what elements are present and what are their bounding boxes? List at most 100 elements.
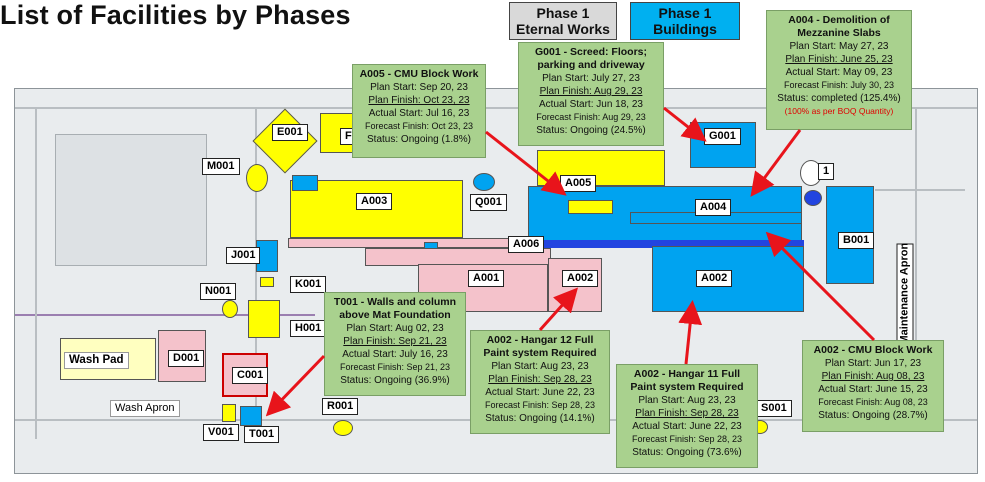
info-a002cmu-plan-finish: Plan Finish: Aug 08, 23 <box>821 371 925 382</box>
road-line <box>35 109 37 439</box>
building-v001 <box>222 404 236 422</box>
info-a002h12-title1: A002 - Hangar 12 Full <box>486 334 594 346</box>
legend-eternal-works: Phase 1 Eternal Works <box>509 2 617 40</box>
legend-buildings-line2: Buildings <box>653 21 717 37</box>
building-a005-yellow <box>537 150 665 186</box>
info-a005-actual-start: Actual Start: Jul 16, 23 <box>368 108 470 119</box>
info-a002h11-plan-finish: Plan Finish: Sep 28, 23 <box>635 408 739 419</box>
info-box-a002-hangar12: A002 - Hangar 12 Full Paint system Requi… <box>470 330 610 434</box>
info-t001-title2: above Mat Foundation <box>339 309 451 321</box>
info-a004-status: Status: completed (125.4%) <box>777 93 901 104</box>
info-box-a002-cmu: A002 - CMU Block Work Plan Start: Jun 17… <box>802 340 944 432</box>
info-a002h11-status: Status: Ongoing (73.6%) <box>632 447 742 458</box>
label-q001: Q001 <box>470 194 507 211</box>
building-d1-blue <box>804 190 822 206</box>
info-a002h11-plan-start: Plan Start: Aug 23, 23 <box>638 395 736 406</box>
info-t001-plan-finish: Plan Finish: Sep 21, 23 <box>343 336 447 347</box>
info-a002h12-forecast-finish: Forecast Finish: Sep 28, 23 <box>484 400 596 410</box>
label-k001: K001 <box>290 276 327 293</box>
road-line <box>915 109 917 409</box>
info-a004-forecast-finish: Forecast Finish: July 30, 23 <box>783 80 895 90</box>
building-q001 <box>473 173 495 191</box>
building-t001 <box>240 406 262 426</box>
info-a002h12-title2: Paint system Required <box>483 347 597 359</box>
info-t001-actual-start: Actual Start: July 16, 23 <box>342 349 448 360</box>
road-line <box>255 109 257 439</box>
info-a002h11-forecast-finish: Forecast Finish: Sep 28, 23 <box>631 434 743 444</box>
info-a004-note: (100% as per BOQ Quantity) <box>784 106 894 116</box>
info-box-a005: A005 - CMU Block Work Plan Start: Sep 20… <box>352 64 486 158</box>
label-e001: E001 <box>272 124 308 141</box>
info-a005-forecast-finish: Forecast Finish: Oct 23, 23 <box>364 121 474 131</box>
info-a004-plan-start: Plan Start: May 27, 23 <box>789 41 889 52</box>
label-d001: D001 <box>168 350 205 367</box>
label-n001: N001 <box>200 283 237 300</box>
legend-eternal-line1: Phase 1 <box>536 5 590 21</box>
info-t001-status: Status: Ongoing (36.9%) <box>340 375 450 386</box>
label-a002-pink: A002 <box>562 270 599 287</box>
building-n001 <box>222 300 238 318</box>
label-a004: A004 <box>695 199 732 216</box>
info-a004-title1: A004 - Demolition of <box>788 14 890 26</box>
legend-buildings: Phase 1 Buildings <box>630 2 740 40</box>
info-a002cmu-actual-start: Actual Start: June 15, 23 <box>818 384 928 395</box>
label-c001: C001 <box>232 367 269 384</box>
info-box-a004: A004 - Demolition of Mezzanine Slabs Pla… <box>766 10 912 130</box>
info-a004-actual-start: Actual Start: May 09, 23 <box>785 67 893 78</box>
label-g001: G001 <box>704 128 741 145</box>
legend-eternal-line2: Eternal Works <box>516 21 610 37</box>
info-g001-plan-start: Plan Start: July 27, 23 <box>542 73 640 84</box>
label-r001: R001 <box>322 398 359 415</box>
info-g001-plan-finish: Plan Finish: Aug 29, 23 <box>539 86 643 97</box>
label-s001: S001 <box>756 400 792 417</box>
building-m001 <box>246 164 268 192</box>
info-a002h11-title1: A002 - Hangar 11 Full <box>633 368 741 380</box>
label-v001: V001 <box>203 424 239 441</box>
info-a002h11-title2: Paint system Required <box>630 381 744 393</box>
building-h001 <box>248 300 280 338</box>
label-a006: A006 <box>508 236 545 253</box>
info-g001-status: Status: Ongoing (24.5%) <box>536 125 646 136</box>
info-a002h12-plan-start: Plan Start: Aug 23, 23 <box>491 361 589 372</box>
info-a004-title2: Mezzanine Slabs <box>797 27 881 39</box>
label-maintenance-apron: Maintenance Apron <box>896 243 914 350</box>
label-d1: 1 <box>818 163 835 180</box>
info-a005-title: A005 - CMU Block Work <box>359 68 479 80</box>
building-a004-bar <box>528 240 804 248</box>
building-j001-small <box>260 277 274 287</box>
road-line <box>875 189 965 191</box>
road-line <box>15 314 315 316</box>
info-g001-actual-start: Actual Start: Jun 18, 23 <box>539 99 643 110</box>
info-box-t001: T001 - Walls and column above Mat Founda… <box>324 292 466 396</box>
building-r001 <box>333 420 353 436</box>
info-t001-title1: T001 - Walls and column <box>333 296 457 308</box>
info-a002h12-plan-finish: Plan Finish: Sep 28, 23 <box>488 374 592 385</box>
info-a005-plan-finish: Plan Finish: Oct 23, 23 <box>368 95 470 106</box>
road-line <box>55 134 207 266</box>
info-t001-plan-start: Plan Start: Aug 02, 23 <box>346 323 444 334</box>
label-t001: T001 <box>244 426 280 443</box>
page-title: List of Facilities by Phases <box>0 0 351 30</box>
info-a005-status: Status: Ongoing (1.8%) <box>367 134 471 145</box>
info-g001-forecast-finish: Forecast Finish: Aug 29, 23 <box>536 112 646 122</box>
road-line <box>15 107 977 109</box>
label-h001: H001 <box>290 320 327 337</box>
label-a002-blue: A002 <box>696 270 733 287</box>
info-a002cmu-plan-start: Plan Start: Jun 17, 23 <box>824 358 922 369</box>
info-a002cmu-forecast-finish: Forecast Finish: Aug 08, 23 <box>818 397 928 407</box>
label-a005: A005 <box>560 175 597 192</box>
label-b001: B001 <box>838 232 875 249</box>
info-box-a002-hangar11: A002 - Hangar 11 Full Paint system Requi… <box>616 364 758 468</box>
label-a003: A003 <box>356 193 393 210</box>
info-a004-plan-finish: Plan Finish: June 25, 23 <box>785 54 893 65</box>
building-a006 <box>288 238 534 248</box>
info-g001-title2: parking and driveway <box>537 59 645 71</box>
label-m001: M001 <box>202 158 240 175</box>
info-a005-plan-start: Plan Start: Sep 20, 23 <box>370 82 468 93</box>
info-a002cmu-status: Status: Ongoing (28.7%) <box>818 410 928 421</box>
legend-buildings-line1: Phase 1 <box>658 5 712 21</box>
info-a002cmu-title: A002 - CMU Block Work <box>813 344 933 356</box>
label-wash-apron: Wash Apron <box>110 400 180 417</box>
info-g001-title1: G001 - Screed: Floors; <box>534 46 648 58</box>
label-j001: J001 <box>226 247 261 264</box>
